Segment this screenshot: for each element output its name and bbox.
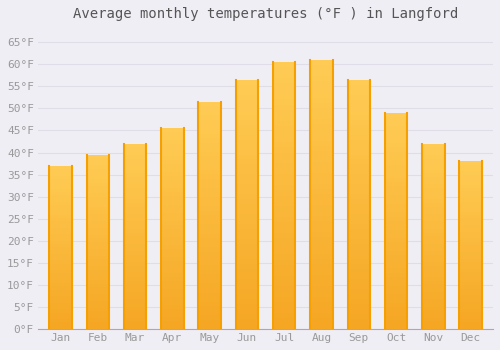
Title: Average monthly temperatures (°F ) in Langford: Average monthly temperatures (°F ) in La… [73,7,458,21]
